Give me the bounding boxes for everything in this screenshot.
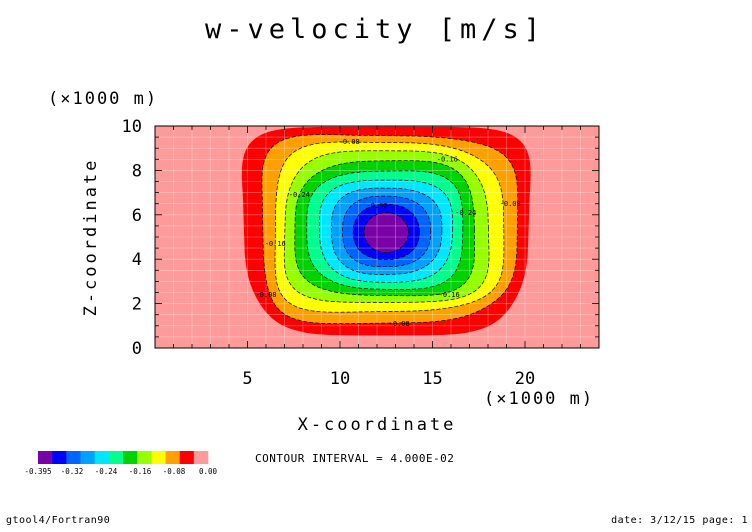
plot-area xyxy=(155,126,599,348)
y-tick-label: 6 xyxy=(132,206,142,226)
x-tick-label: 10 xyxy=(330,369,350,389)
contour-label: -0.16 xyxy=(437,156,458,164)
contour-line xyxy=(331,187,443,275)
axis-ticks xyxy=(155,125,599,349)
contour-label: -0.24 xyxy=(289,191,310,199)
colorbar-swatch xyxy=(137,451,152,464)
y-tick-label: 0 xyxy=(132,339,142,359)
x-tick-labels: 5 10 15 20 xyxy=(242,369,535,389)
footer-left: gtool4/Fortran90 xyxy=(6,515,111,526)
y-tick-labels: 0 2 4 6 8 10 xyxy=(122,117,142,359)
chart-title: w-velocity [m/s] xyxy=(205,14,545,45)
colorbar-label: -0.24 xyxy=(95,467,118,476)
contour-label: -0.08 xyxy=(255,291,276,299)
contour-line xyxy=(306,170,464,290)
colorbar-swatch xyxy=(94,451,110,464)
x-tick-label: 15 xyxy=(422,369,442,389)
y-tick-label: 8 xyxy=(132,161,142,181)
x-unit-label: (×1000 m) xyxy=(484,389,594,409)
y-tick-label: 10 xyxy=(122,117,142,137)
colorbar-labels: -0.395 -0.32 -0.24 -0.16 -0.08 0.00 xyxy=(24,467,217,476)
colorbar-swatch xyxy=(52,451,67,464)
contour-line xyxy=(274,141,505,313)
contour-line xyxy=(352,203,420,260)
contour-line xyxy=(294,160,475,297)
colorbar-swatch xyxy=(179,451,195,464)
colorbar-swatch xyxy=(123,451,138,464)
contour-label: -0.08 xyxy=(389,320,410,328)
y-unit-label: (×1000 m) xyxy=(48,89,158,109)
colorbar-label: -0.395 xyxy=(24,467,51,476)
contour-lines xyxy=(261,134,519,324)
x-axis-label: X-coordinate xyxy=(298,415,457,435)
contour-label: -0.32 xyxy=(366,202,387,210)
colorbar-label: 0.00 xyxy=(199,467,218,476)
colorbar-label: -0.08 xyxy=(163,467,186,476)
contour-label: -0.24 xyxy=(455,209,476,217)
contour-labels: -0.08 -0.16 -0.24 -0.32 -0.24 -0.08 -0.16 -0.08… xyxy=(255,138,520,328)
footer-right: date: 3/12/15 page: 1 xyxy=(611,515,748,526)
contour-interval-text: CONTOUR INTERVAL = 4.000E-02 xyxy=(255,452,454,465)
colorbar xyxy=(38,451,209,464)
contour-line xyxy=(363,212,409,253)
colorbar-label: -0.16 xyxy=(129,467,152,476)
colorbar-swatch xyxy=(38,451,53,464)
contour-label: -0.16 xyxy=(439,291,460,299)
colorbar-swatch xyxy=(151,451,166,464)
contour-label: -0.08 xyxy=(500,200,521,208)
contour-line xyxy=(342,195,432,268)
contour-line xyxy=(318,179,453,283)
contour-line xyxy=(283,150,490,303)
contour-band xyxy=(364,212,409,253)
contour-line xyxy=(261,134,519,324)
y-tick-label: 4 xyxy=(132,250,142,270)
colorbar-swatch xyxy=(165,451,180,464)
colorbar-swatch xyxy=(66,451,81,464)
contour-label: -0.08 xyxy=(339,138,360,146)
x-tick-label: 20 xyxy=(515,369,535,389)
colorbar-swatch xyxy=(80,451,95,464)
x-tick-label: 5 xyxy=(242,369,252,389)
colorbar-swatch xyxy=(108,451,124,464)
colorbar-label: -0.32 xyxy=(61,467,84,476)
contour-label: -0.16 xyxy=(265,240,286,248)
grid-lines xyxy=(155,126,599,348)
colorbar-swatch xyxy=(193,451,209,464)
y-tick-label: 2 xyxy=(132,295,142,315)
y-axis-label: Z-coordinate xyxy=(81,158,101,317)
